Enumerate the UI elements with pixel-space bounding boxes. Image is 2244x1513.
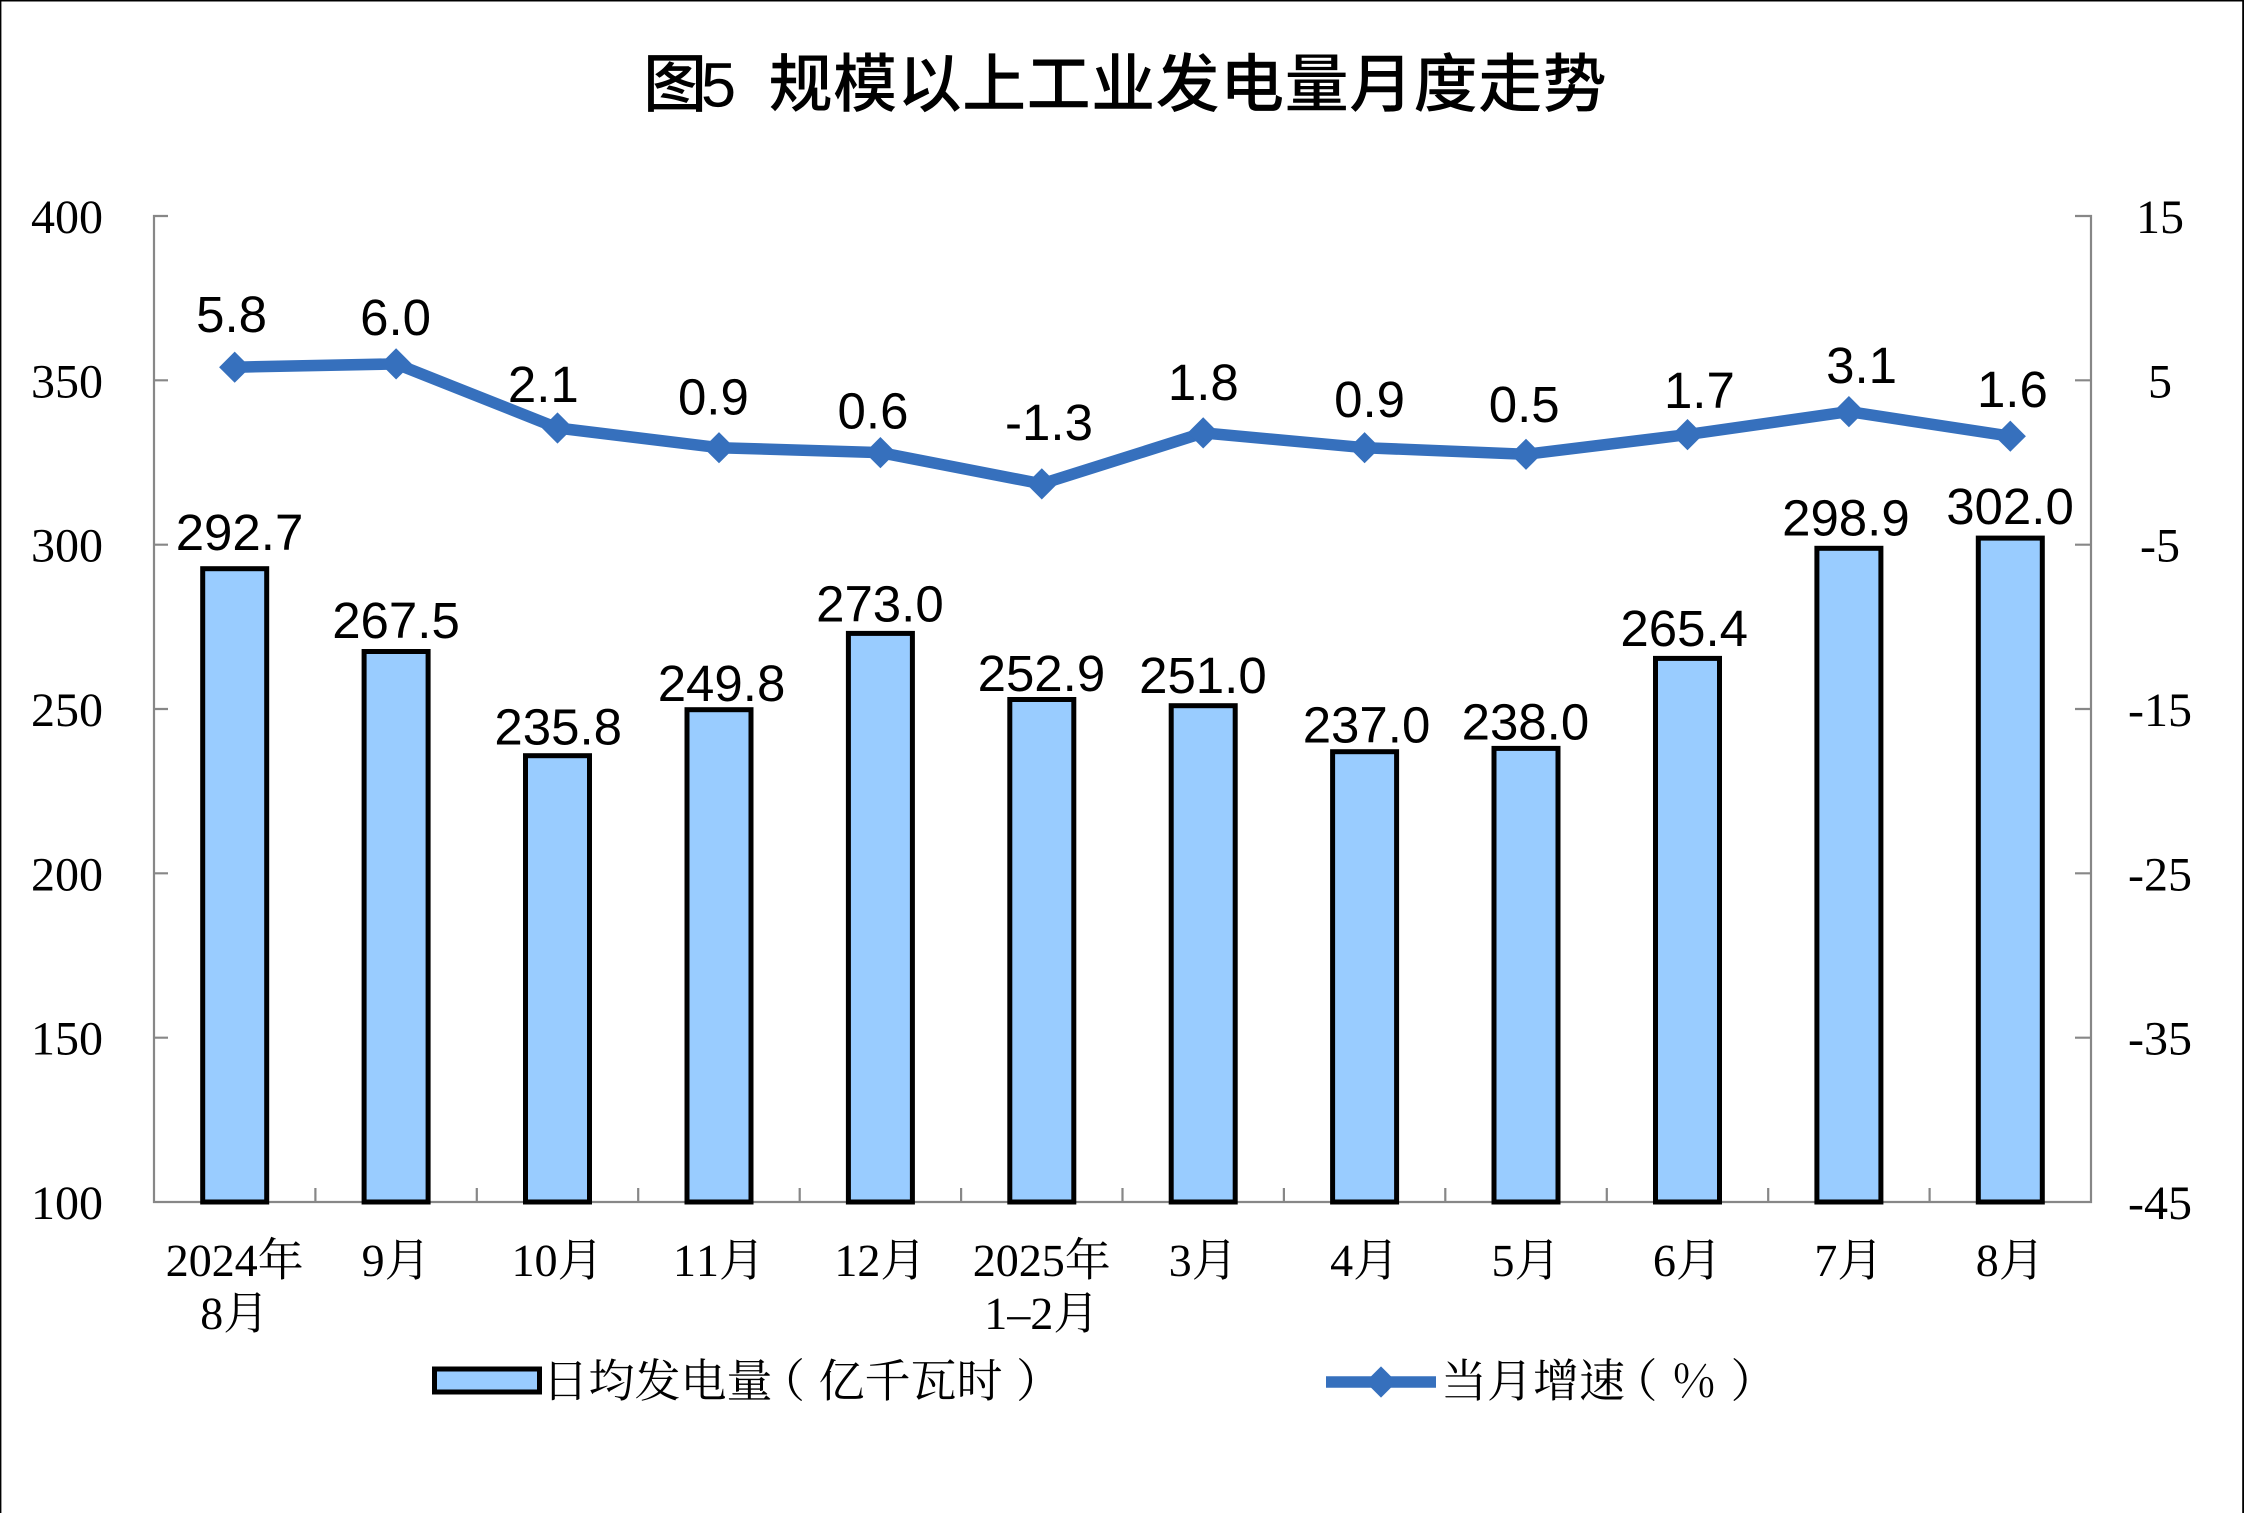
svg-text:6.0: 6.0 [360,289,431,346]
svg-text:3.1: 3.1 [1826,337,1897,394]
svg-text:150: 150 [31,1013,103,1066]
svg-text:292.7: 292.7 [176,504,304,561]
svg-text:302.0: 302.0 [1946,478,2074,535]
svg-text:100: 100 [31,1177,103,1230]
svg-text:400: 400 [31,191,103,244]
svg-text:267.5: 267.5 [332,592,460,649]
svg-text:1.6: 1.6 [1977,361,2048,418]
svg-text:300: 300 [31,520,103,573]
svg-text:250: 250 [31,684,103,737]
svg-text:2.1: 2.1 [508,356,579,413]
svg-text:238.0: 238.0 [1462,694,1590,751]
svg-text:273.0: 273.0 [816,576,944,633]
svg-text:-25: -25 [2128,848,2192,901]
svg-text:0.9: 0.9 [678,369,749,426]
svg-text:265.4: 265.4 [1620,600,1748,657]
svg-text:-5: -5 [2140,520,2180,573]
svg-text:237.0: 237.0 [1303,697,1431,754]
svg-text:350: 350 [31,355,103,408]
svg-text:-1.3: -1.3 [1005,394,1093,451]
svg-text:15: 15 [2136,191,2184,244]
svg-text:252.9: 252.9 [978,645,1106,702]
svg-text:235.8: 235.8 [494,699,622,756]
svg-text:0.9: 0.9 [1334,371,1405,428]
svg-text:0.5: 0.5 [1489,376,1560,433]
svg-text:-35: -35 [2128,1013,2192,1066]
svg-text:0.6: 0.6 [838,382,909,439]
svg-text:1.8: 1.8 [1168,354,1239,411]
svg-text:298.9: 298.9 [1782,490,1910,547]
svg-text:-45: -45 [2128,1177,2192,1230]
svg-text:5: 5 [2148,355,2172,408]
svg-text:1.7: 1.7 [1664,362,1735,419]
svg-text:200: 200 [31,848,103,901]
svg-text:249.8: 249.8 [658,655,786,712]
svg-text:251.0: 251.0 [1139,647,1267,704]
svg-text:-15: -15 [2128,684,2192,737]
svg-text:5.8: 5.8 [196,286,267,343]
